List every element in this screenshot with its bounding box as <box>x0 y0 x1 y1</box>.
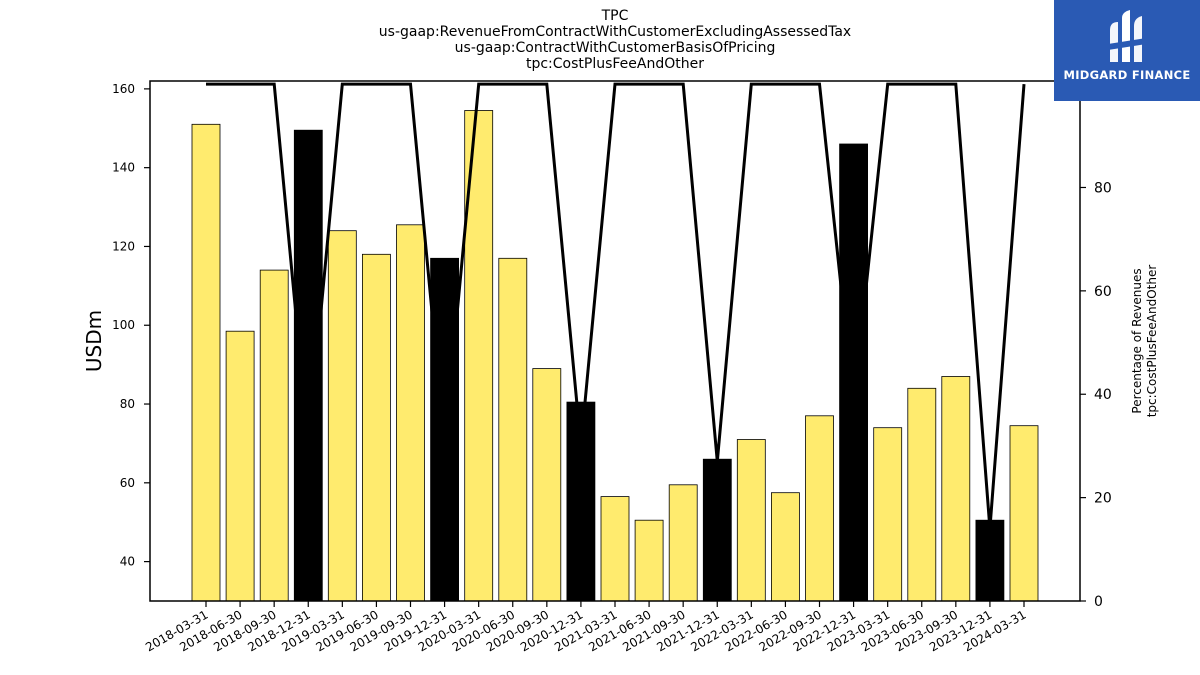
x-axis: 2018-03-312018-06-302018-09-302018-12-31… <box>143 601 1029 654</box>
bars <box>191 110 1039 602</box>
y-tick-label: 100 <box>112 318 135 332</box>
bar <box>702 458 732 602</box>
bar <box>498 257 528 602</box>
y-axis-left: 40 60 80 100 120 140 160 <box>112 82 150 569</box>
y2-label-line: tpc:CostPlusFeeAndOther <box>1145 265 1159 418</box>
bar <box>259 269 289 602</box>
y2-tick-label: 60 <box>1094 284 1112 300</box>
midgard-logo-icon <box>1108 10 1146 62</box>
y2-tick-label: 80 <box>1094 180 1112 196</box>
bar <box>396 224 425 602</box>
bar <box>873 427 903 602</box>
y2-tick-label: 0 <box>1094 594 1103 610</box>
bar <box>941 376 971 602</box>
y-tick-label: 160 <box>112 82 135 96</box>
title-line: tpc:CostPlusFeeAndOther <box>526 56 704 72</box>
bar <box>668 484 698 602</box>
bar <box>839 143 868 602</box>
y2-label-line: Percentage of Revenues <box>1130 268 1144 413</box>
bar <box>736 439 766 602</box>
bar <box>327 230 357 602</box>
y-tick-label: 140 <box>112 161 135 175</box>
y2-axis-label: Percentage of Revenues tpc:CostPlusFeeAnd… <box>1130 265 1159 418</box>
bar <box>532 368 562 602</box>
bar <box>293 129 323 602</box>
bar <box>907 387 937 602</box>
logo-text: MIDGARD FINANCE <box>1063 68 1191 82</box>
y2-tick-label: 20 <box>1094 491 1112 507</box>
bar <box>805 415 834 602</box>
bar <box>361 253 391 602</box>
percentage-line-series <box>206 82 1026 529</box>
logo: MIDGARD FINANCE <box>1054 0 1200 101</box>
y2-tick-label: 40 <box>1094 387 1112 403</box>
title-line: TPC <box>601 8 629 24</box>
y-tick-label: 60 <box>120 476 135 490</box>
bar <box>771 492 800 602</box>
bar <box>975 519 1005 602</box>
bar <box>600 496 630 602</box>
y-axis-right: 020406080100 <box>1080 77 1121 610</box>
bar <box>191 123 221 602</box>
title-line: us-gaap:ContractWithCustomerBasisOfPrici… <box>455 40 776 56</box>
percentage-line <box>206 82 1026 529</box>
chart-title: TPCus-gaap:RevenueFromContractWithCustom… <box>379 8 851 72</box>
bar <box>634 519 664 602</box>
y-tick-label: 120 <box>112 239 135 253</box>
bar <box>225 330 255 602</box>
bar <box>1009 425 1039 602</box>
y-tick-label: 40 <box>120 555 135 569</box>
y-axis-label: USDm <box>82 310 106 372</box>
bar <box>430 257 460 602</box>
title-line: us-gaap:RevenueFromContractWithCustomerE… <box>379 24 851 40</box>
y-tick-label: 80 <box>120 397 135 411</box>
